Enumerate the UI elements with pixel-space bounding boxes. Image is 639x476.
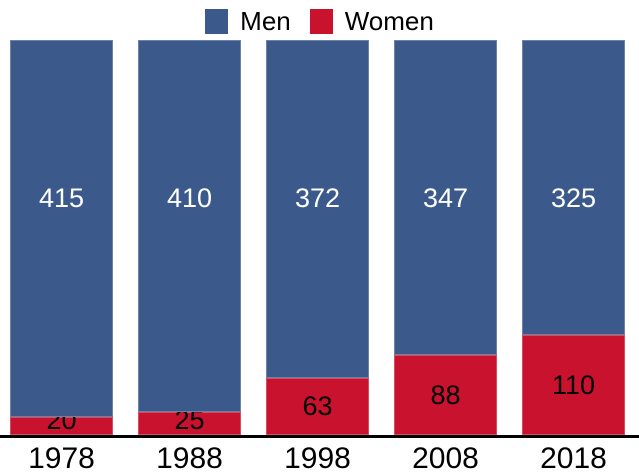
men-segment: 325 [522,40,625,335]
men-color-swatch [205,8,229,34]
men-segment: 347 [394,40,497,355]
legend-label-women: Women [344,6,434,36]
plot-area: 415 20 410 25 372 63 347 88 325 110 [0,40,639,438]
x-axis-label: 2018 [540,442,607,475]
legend: Men Women [0,0,639,40]
x-axis-label: 1988 [156,442,223,475]
x-axis-labels: 1978 1988 1998 2008 2018 [0,438,639,474]
women-color-swatch [309,8,333,34]
x-axis-label: 1978 [28,442,95,475]
legend-label-men: Men [240,6,291,36]
women-segment: 20 [10,407,113,435]
women-segment: 88 [394,355,497,435]
women-segment: 25 [138,407,241,435]
men-value-label: 410 [166,183,213,213]
bar-group-2008: 347 88 [394,40,497,435]
bar-group-2018: 325 110 [522,40,625,435]
legend-item-men: Men [205,8,291,34]
men-value-label: 347 [422,183,469,213]
legend-item-women: Women [309,6,434,36]
bar-group-1988: 410 25 [138,40,241,435]
women-value-label: 63 [302,391,333,421]
x-axis-label: 1998 [284,442,351,475]
men-value-label: 415 [38,183,85,213]
women-segment: 63 [266,378,369,435]
bar-group-1978: 415 20 [10,40,113,435]
men-segment: 372 [266,40,369,378]
men-value-label: 372 [294,183,341,213]
men-segment: 415 [10,40,113,417]
bar-group-1998: 372 63 [266,40,369,435]
women-value-label: 88 [430,379,461,410]
women-segment: 110 [522,335,625,435]
women-value-label: 110 [551,369,596,400]
x-axis-label: 2008 [412,442,479,475]
men-value-label: 325 [550,183,597,213]
men-segment: 410 [138,40,241,412]
